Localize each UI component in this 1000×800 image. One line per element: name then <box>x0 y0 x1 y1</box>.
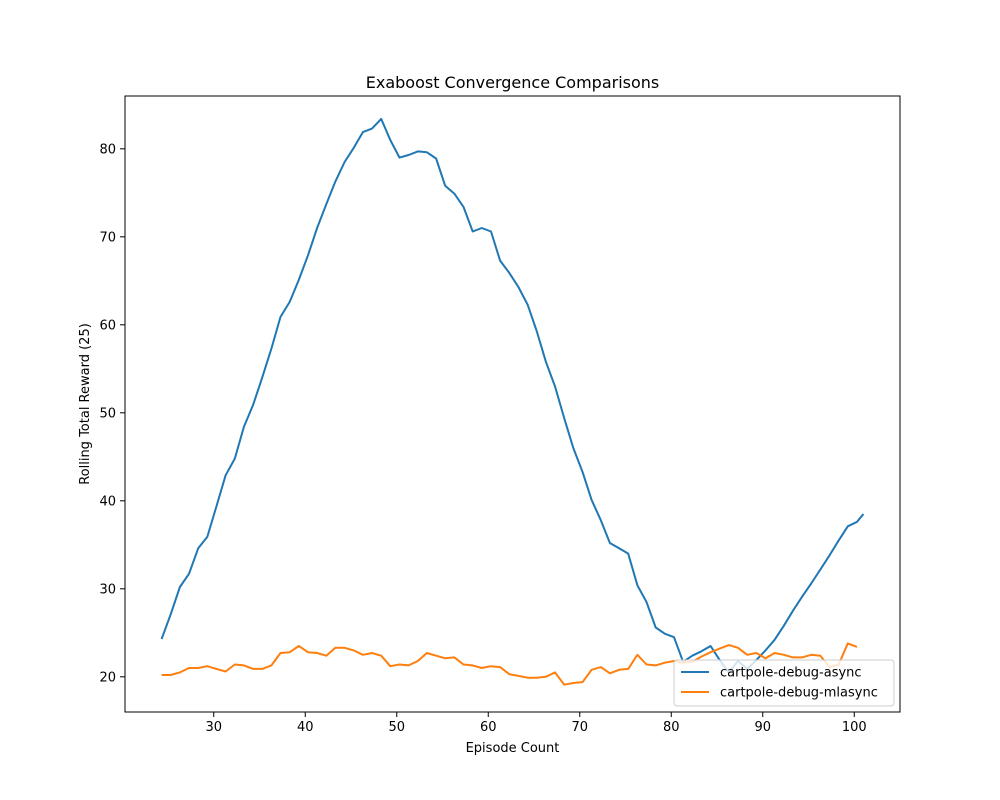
plot-frame <box>124 95 901 713</box>
x-axis-title: Episode Count <box>466 741 560 756</box>
x-tick-label: 70 <box>571 720 588 735</box>
legend-label-async: cartpole-debug-async <box>720 666 862 681</box>
x-tick-label: 80 <box>663 720 680 735</box>
x-tick-label: 40 <box>297 720 314 735</box>
y-tick-label: 40 <box>99 494 116 509</box>
y-tick-label: 20 <box>99 670 116 685</box>
legend: cartpole-debug-async cartpole-debug-mlas… <box>673 659 895 707</box>
x-tick-label: 100 <box>842 720 867 735</box>
legend-label-mlasync: cartpole-debug-mlasync <box>720 686 878 701</box>
chart-title: Exaboost Convergence Comparisons <box>366 73 660 92</box>
legend-box <box>673 659 895 707</box>
y-tick-label: 60 <box>99 318 116 333</box>
y-tick-label: 50 <box>99 406 116 421</box>
y-tick-label: 80 <box>99 142 116 157</box>
x-tick-label: 30 <box>205 720 222 735</box>
y-axis-title: Rolling Total Reward (25) <box>78 323 93 485</box>
x-tick-label: 50 <box>388 720 405 735</box>
ticks-layer: 30 40 50 60 70 80 90 100 20 30 40 50 60 70 80 <box>99 142 866 735</box>
series-line-cartpole-debug-mlasync <box>161 642 858 686</box>
y-tick-label: 70 <box>99 230 116 245</box>
x-tick-label: 90 <box>754 720 771 735</box>
y-tick-label: 30 <box>99 582 116 597</box>
x-tick-label: 60 <box>480 720 497 735</box>
